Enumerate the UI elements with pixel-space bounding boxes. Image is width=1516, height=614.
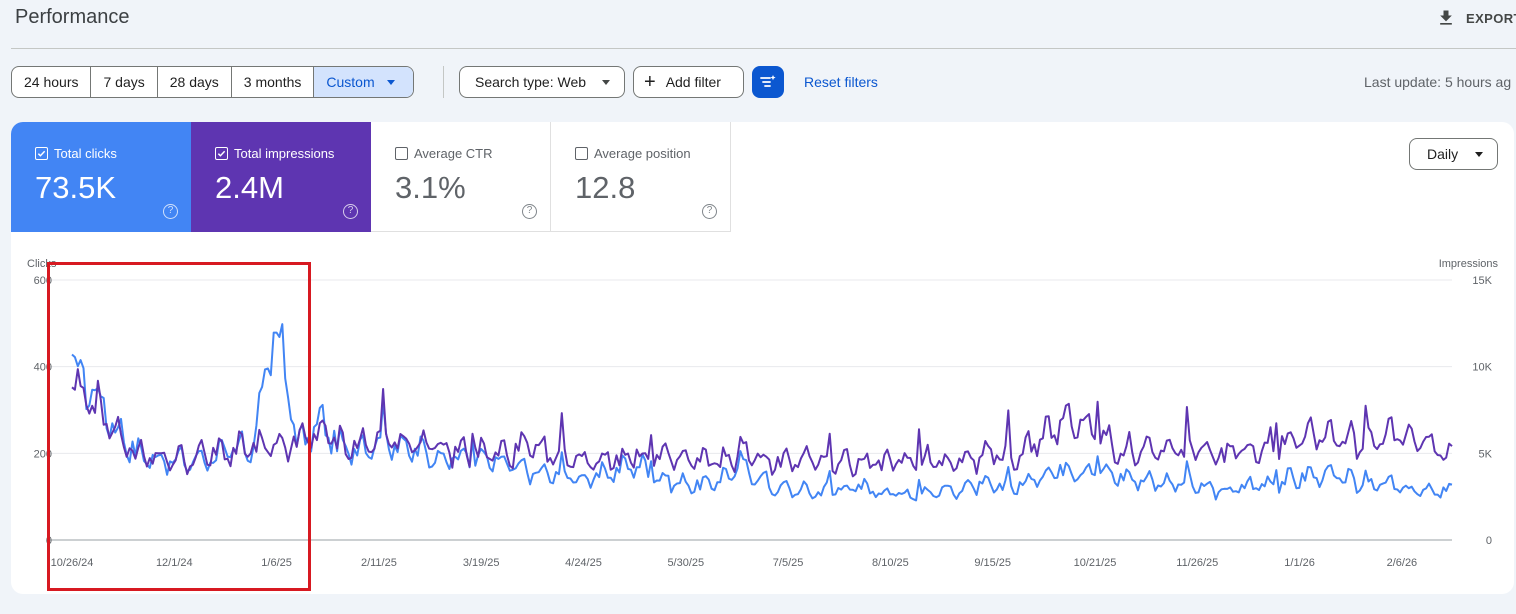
date-option-7-days[interactable]: 7 days	[91, 67, 158, 97]
date-option-28-days[interactable]: 28 days	[158, 67, 232, 97]
x-tick-label: 1/1/26	[1284, 557, 1315, 569]
right-tick-label: 10K	[1472, 362, 1492, 374]
help-icon[interactable]: ?	[522, 204, 537, 219]
left-tick-label: 400	[34, 362, 52, 374]
checkbox-checked-icon[interactable]	[35, 147, 48, 160]
date-option-custom[interactable]: Custom	[314, 67, 413, 97]
x-tick-label: 11/26/25	[1176, 557, 1218, 569]
x-tick-label: 1/6/25	[261, 557, 292, 569]
x-tick-label: 8/10/25	[872, 557, 909, 569]
metric-label: Total clicks	[54, 146, 117, 161]
toolbar-divider	[443, 66, 444, 98]
reset-filters-link[interactable]: Reset filters	[804, 74, 878, 90]
x-tick-label: 12/1/24	[156, 557, 193, 569]
x-tick-label: 9/15/25	[974, 557, 1011, 569]
metric-value: 3.1%	[395, 170, 466, 205]
right-tick-label: 0	[1486, 535, 1492, 547]
help-icon[interactable]: ?	[702, 204, 717, 219]
right-axis-title: Impressions	[1439, 258, 1499, 270]
checkbox-checked-icon[interactable]	[215, 147, 228, 160]
chevron-down-icon	[1475, 151, 1484, 157]
last-update-text: Last update: 5 hours ag	[1364, 74, 1512, 90]
filter-options-button[interactable]	[752, 66, 784, 98]
metric-label: Total impressions	[234, 146, 335, 161]
left-tick-label: 200	[34, 448, 52, 460]
metric-value: 73.5K	[35, 170, 117, 205]
plus-icon: +	[644, 71, 656, 93]
date-option-custom-label: Custom	[326, 74, 375, 90]
metric-value: 12.8	[575, 170, 636, 205]
search-type-label: Search type: Web	[475, 74, 587, 90]
x-tick-label: 7/5/25	[773, 557, 804, 569]
series-line-clicks	[71, 323, 1453, 502]
date-option-3-months[interactable]: 3 months	[232, 67, 315, 97]
x-tick-label: 4/24/25	[565, 557, 602, 569]
x-tick-label: 2/11/25	[361, 557, 397, 569]
x-tick-label: 3/19/25	[463, 557, 500, 569]
export-button[interactable]: EXPORT	[1436, 8, 1516, 28]
x-tick-label: 5/30/25	[667, 557, 704, 569]
series-line-impressions	[71, 368, 1453, 478]
x-tick-label: 10/26/24	[51, 557, 94, 569]
metric-card-total-clicks[interactable]: Total clicks 73.5K ?	[11, 122, 191, 232]
help-icon[interactable]: ?	[163, 204, 178, 219]
granularity-label: Daily	[1427, 146, 1459, 162]
left-axis-title: Clicks	[27, 258, 57, 270]
page-title: Performance	[15, 6, 130, 28]
right-tick-label: 5K	[1479, 448, 1493, 460]
x-tick-label: 2/6/26	[1387, 557, 1418, 569]
x-tick-label: 10/21/25	[1074, 557, 1117, 569]
metric-label: Average CTR	[414, 146, 493, 161]
left-tick-label: 600	[34, 275, 52, 287]
checkbox-unchecked-icon[interactable]	[395, 147, 408, 160]
date-range-selector: 24 hours 7 days 28 days 3 months Custom	[11, 66, 414, 98]
right-tick-label: 15K	[1472, 275, 1492, 287]
granularity-dropdown[interactable]: Daily	[1409, 138, 1498, 170]
chevron-down-icon	[386, 79, 395, 85]
add-filter-button[interactable]: + Add filter	[633, 66, 744, 98]
export-label: EXPORT	[1466, 10, 1516, 26]
metric-card-average-position[interactable]: Average position 12.8 ?	[551, 122, 731, 232]
search-type-dropdown[interactable]: Search type: Web	[459, 66, 625, 98]
checkbox-unchecked-icon[interactable]	[575, 147, 588, 160]
add-filter-label: Add filter	[665, 74, 721, 90]
download-icon	[1440, 10, 1452, 25]
filter-sparkle-icon	[760, 75, 776, 87]
left-tick-label: 0	[46, 535, 52, 547]
metric-label: Average position	[594, 146, 691, 161]
metric-card-total-impressions[interactable]: Total impressions 2.4M ?	[191, 122, 371, 232]
metric-value: 2.4M	[215, 170, 284, 205]
help-icon[interactable]: ?	[343, 204, 358, 219]
date-option-24-hours[interactable]: 24 hours	[12, 67, 92, 97]
metric-card-average-ctr[interactable]: Average CTR 3.1% ?	[371, 122, 551, 232]
header-divider	[11, 48, 1516, 49]
chevron-down-icon	[602, 79, 611, 85]
performance-panel: Total clicks 73.5K ? Total impressions 2…	[11, 122, 1514, 594]
